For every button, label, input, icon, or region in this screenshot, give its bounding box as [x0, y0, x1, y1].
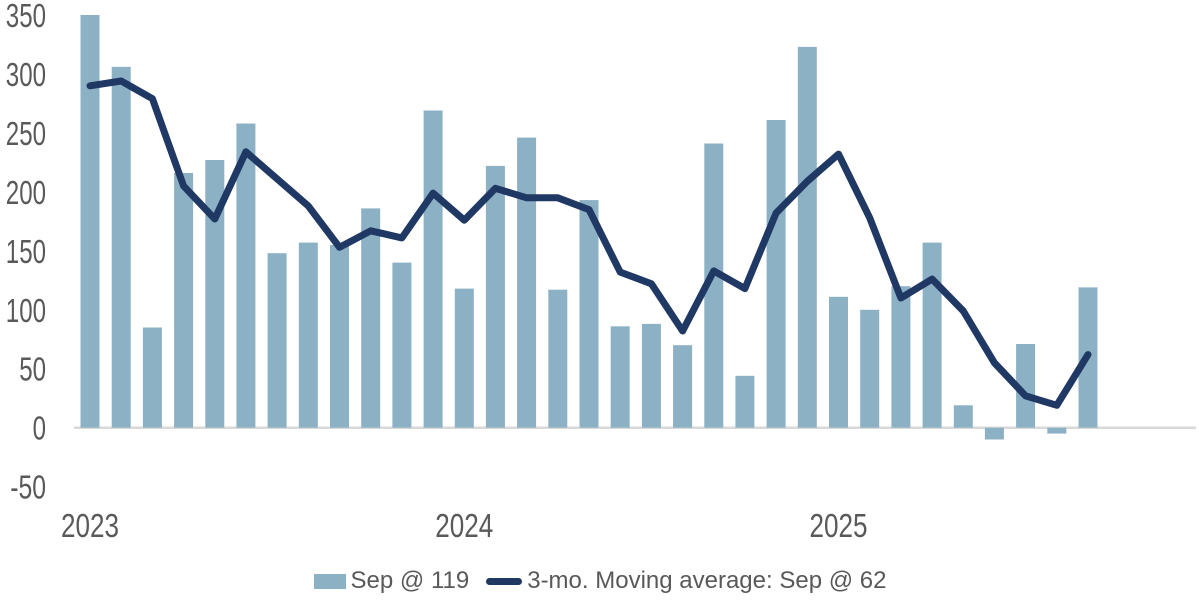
bar — [1016, 344, 1036, 428]
bar — [111, 66, 131, 428]
y-tick-label: 100 — [6, 292, 46, 329]
bar — [735, 375, 755, 428]
bar — [392, 262, 412, 428]
bar — [361, 208, 381, 428]
y-tick-label: 200 — [6, 174, 46, 211]
bar — [860, 309, 880, 428]
bar — [330, 244, 349, 428]
line-series-label: 3-mo. Moving average: Sep @ 62 — [527, 567, 887, 594]
chart-plot: 350 300 250 200 150 100 50 0 -50 2023 2024 2025 — [6, 0, 1196, 544]
moving-average-line — [86, 77, 1092, 409]
bar — [236, 123, 256, 428]
bar — [517, 137, 537, 428]
bar — [673, 345, 693, 428]
bar — [548, 289, 568, 428]
bar — [298, 242, 318, 428]
y-tick-label: 0 — [33, 410, 46, 447]
legend: Sep @ 119 3-mo. Moving average: Sep @ 62 — [0, 562, 1200, 600]
bar — [423, 110, 443, 428]
y-tick-label: -50 — [10, 469, 46, 506]
bar — [174, 173, 194, 428]
x-tick-label: 2023 — [61, 507, 119, 544]
bar — [953, 405, 973, 428]
y-tick-label: 150 — [6, 233, 46, 270]
x-tick-label: 2025 — [810, 507, 868, 544]
bar — [829, 296, 848, 428]
bar — [641, 323, 661, 428]
line-series-swatch — [486, 577, 523, 585]
bar-series-swatch — [313, 573, 346, 589]
bar — [80, 15, 100, 428]
bar — [984, 427, 1004, 440]
bar — [142, 327, 162, 428]
y-tick-label: 250 — [6, 115, 46, 152]
bar — [579, 200, 599, 428]
bar — [610, 326, 630, 428]
bar — [797, 46, 817, 428]
bar-series-label: Sep @ 119 — [350, 567, 470, 594]
bar — [704, 143, 724, 428]
y-tick-label: 50 — [19, 351, 46, 388]
bar — [267, 253, 287, 428]
bar — [766, 120, 786, 428]
bar — [891, 286, 911, 428]
bar — [454, 288, 474, 428]
bar — [1047, 427, 1067, 434]
y-tick-label: 350 — [6, 0, 46, 34]
bar — [485, 165, 505, 428]
x-tick-label: 2024 — [435, 507, 493, 544]
y-tick-label: 300 — [6, 56, 46, 93]
bar — [205, 160, 225, 428]
bar — [922, 242, 942, 428]
